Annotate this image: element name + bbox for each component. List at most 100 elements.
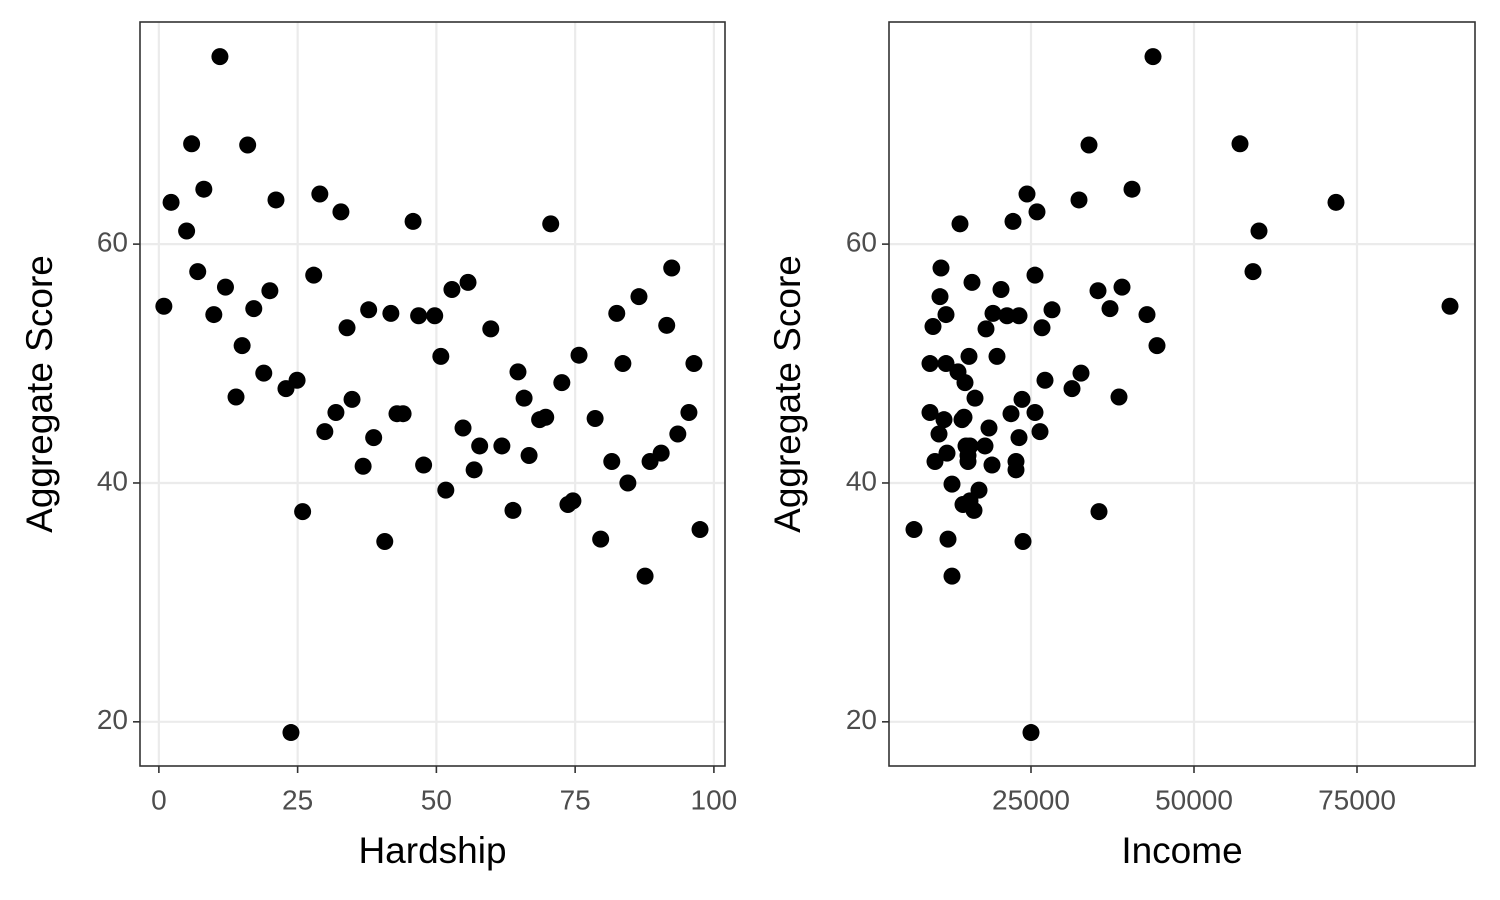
point	[976, 437, 994, 455]
point	[614, 355, 632, 373]
point	[1026, 266, 1044, 284]
point	[636, 567, 654, 585]
point	[360, 301, 378, 319]
point	[951, 215, 969, 233]
x-tick-label: 25	[282, 784, 313, 815]
point	[943, 567, 961, 585]
point	[685, 355, 703, 373]
point	[1036, 371, 1054, 389]
point	[935, 411, 953, 429]
point	[1070, 191, 1088, 209]
point	[998, 307, 1016, 325]
point	[1043, 301, 1061, 319]
point	[1250, 222, 1268, 240]
x-axis-title: Hardship	[358, 830, 506, 871]
point	[984, 304, 1002, 322]
point	[1231, 135, 1249, 153]
point	[282, 724, 300, 742]
point	[619, 474, 637, 492]
point	[663, 259, 681, 277]
y-tick-label: 20	[97, 704, 128, 735]
point	[980, 419, 998, 437]
point	[520, 447, 538, 465]
x-tick-label: 50000	[1155, 784, 1233, 815]
point	[394, 405, 412, 423]
point	[216, 278, 234, 296]
point	[988, 347, 1006, 365]
point	[382, 304, 400, 322]
point	[316, 423, 334, 441]
point	[1138, 306, 1156, 324]
y-tick-label: 40	[846, 465, 877, 496]
point	[189, 263, 207, 281]
point	[332, 203, 350, 221]
point	[932, 259, 950, 277]
point	[443, 281, 461, 299]
point	[245, 300, 263, 318]
point	[956, 374, 974, 392]
point	[327, 404, 345, 422]
point	[963, 273, 981, 291]
point	[1327, 193, 1345, 211]
point	[1014, 532, 1032, 550]
point	[1080, 136, 1098, 154]
point	[504, 501, 522, 519]
point	[1022, 724, 1040, 742]
point	[1026, 404, 1044, 422]
point	[921, 355, 939, 373]
point	[454, 419, 472, 437]
point	[570, 346, 588, 364]
point	[415, 456, 433, 474]
point	[937, 306, 955, 324]
point	[1089, 282, 1107, 300]
y-axis-title: Aggregate Score	[767, 255, 808, 533]
point	[970, 481, 988, 499]
point	[937, 355, 955, 373]
point	[965, 501, 983, 519]
point	[1007, 461, 1025, 479]
point	[1123, 180, 1141, 198]
point	[1072, 364, 1090, 382]
point	[255, 364, 273, 382]
point	[938, 444, 956, 462]
point	[1002, 405, 1020, 423]
point	[943, 475, 961, 493]
point	[1013, 390, 1031, 408]
point	[195, 180, 213, 198]
x-tick-label: 0	[151, 784, 167, 815]
point	[1028, 203, 1046, 221]
point	[162, 193, 180, 211]
point	[365, 429, 383, 447]
point	[1004, 212, 1022, 230]
y-tick-label: 60	[846, 227, 877, 258]
point	[966, 389, 984, 407]
point	[992, 281, 1010, 299]
x-tick-label: 100	[691, 784, 738, 815]
point	[630, 288, 648, 306]
point	[465, 461, 483, 479]
point	[930, 425, 948, 443]
point	[961, 437, 979, 455]
x-axis-title: Income	[1121, 830, 1242, 871]
point	[261, 282, 279, 300]
point	[294, 503, 312, 521]
point	[404, 212, 422, 230]
point	[343, 390, 361, 408]
point	[652, 444, 670, 462]
point	[977, 320, 995, 338]
point	[983, 456, 1001, 474]
y-tick-label: 20	[846, 704, 877, 735]
point	[1113, 278, 1131, 296]
point	[939, 530, 957, 548]
point	[1063, 380, 1081, 398]
point	[233, 337, 251, 355]
point	[354, 457, 372, 475]
point	[608, 304, 626, 322]
point	[564, 492, 582, 510]
point	[437, 481, 455, 499]
point	[921, 404, 939, 422]
y-tick-label: 60	[97, 227, 128, 258]
point	[471, 437, 489, 455]
point	[691, 521, 709, 539]
